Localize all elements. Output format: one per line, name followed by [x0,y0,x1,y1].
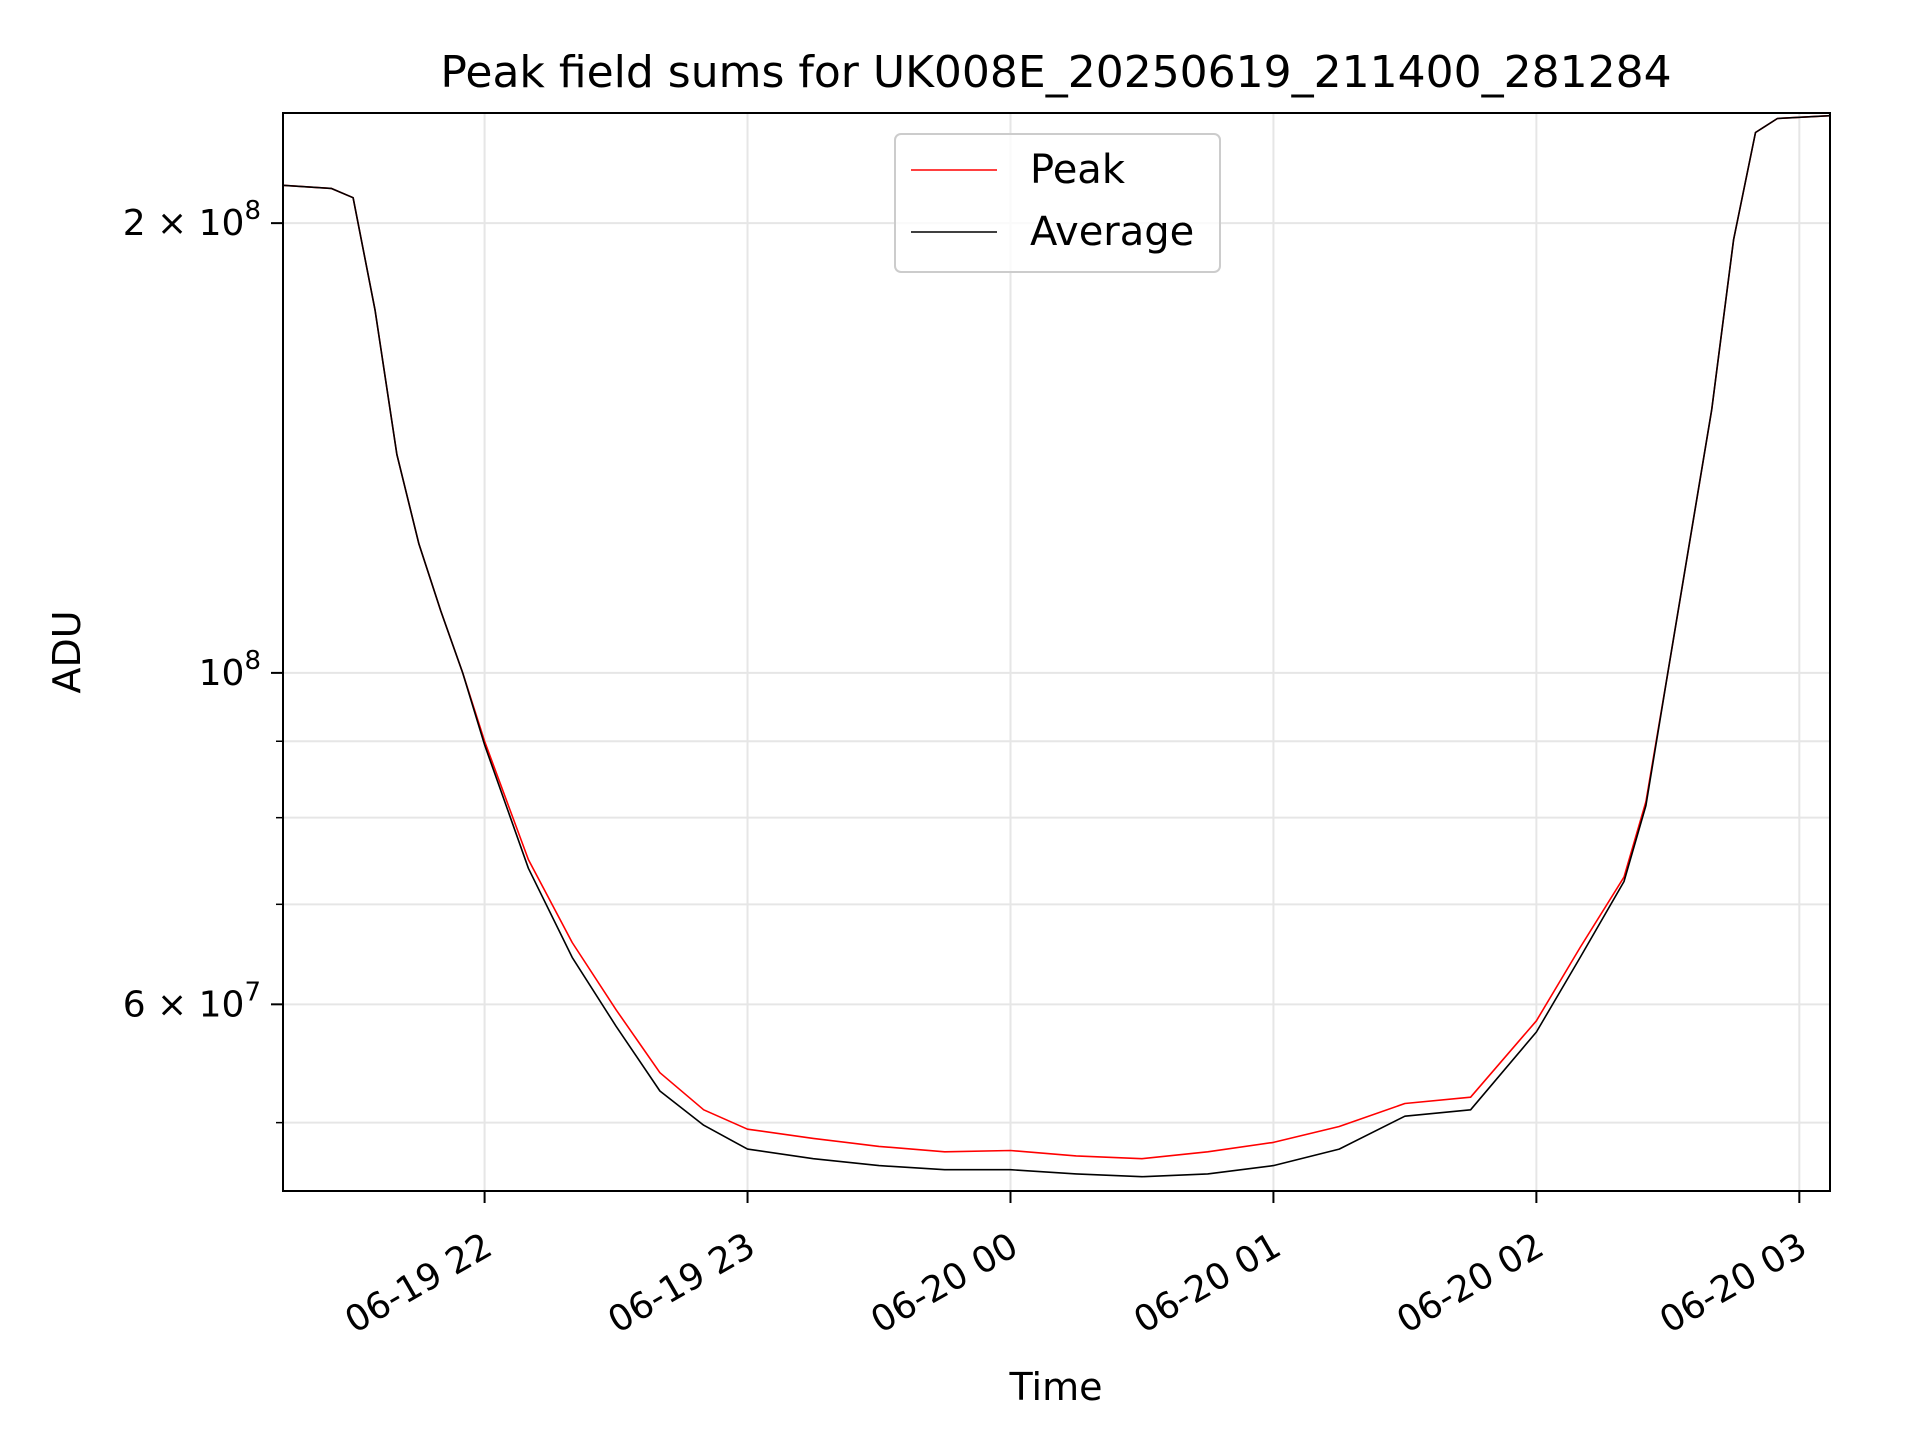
legend-box [894,133,1221,273]
y-tick-label: 6 × 107 [123,977,261,1025]
x-axis-label: Time [1009,1365,1103,1409]
legend-label-peak: Peak [1030,147,1126,193]
y-axis-label: ADU [45,610,89,693]
legend-label-average: Average [1030,209,1194,255]
y-tick-label: 108 [199,646,261,694]
legend: Peak Average [894,133,1221,273]
plot-area-frame [282,112,1831,1192]
series-line-average [282,114,1831,1178]
series-lines [282,114,1831,1178]
y-tick-label: 2 × 108 [123,196,261,244]
grid-lines [283,113,1830,1191]
y-axis-ticks: 6 × 107 108 2 × 108 [123,196,283,1124]
chart-title: Peak field sums for UK008E_20250619_2114… [440,47,1671,98]
